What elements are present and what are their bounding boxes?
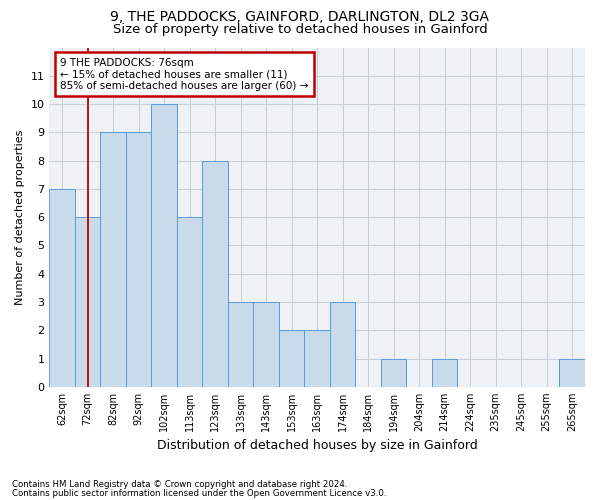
Bar: [177, 217, 202, 387]
Bar: [126, 132, 151, 387]
Bar: [151, 104, 177, 387]
Bar: [100, 132, 126, 387]
Bar: [381, 358, 406, 387]
Bar: [559, 358, 585, 387]
Text: 9 THE PADDOCKS: 76sqm
← 15% of detached houses are smaller (11)
85% of semi-deta: 9 THE PADDOCKS: 76sqm ← 15% of detached …: [60, 58, 308, 91]
Bar: [279, 330, 304, 387]
Bar: [253, 302, 279, 387]
Bar: [49, 189, 75, 387]
Bar: [75, 217, 100, 387]
Bar: [330, 302, 355, 387]
Text: Size of property relative to detached houses in Gainford: Size of property relative to detached ho…: [113, 22, 487, 36]
Text: 9, THE PADDOCKS, GAINFORD, DARLINGTON, DL2 3GA: 9, THE PADDOCKS, GAINFORD, DARLINGTON, D…: [110, 10, 490, 24]
Bar: [228, 302, 253, 387]
Text: Contains HM Land Registry data © Crown copyright and database right 2024.: Contains HM Land Registry data © Crown c…: [12, 480, 347, 489]
Text: Contains public sector information licensed under the Open Government Licence v3: Contains public sector information licen…: [12, 488, 386, 498]
Y-axis label: Number of detached properties: Number of detached properties: [15, 130, 25, 305]
X-axis label: Distribution of detached houses by size in Gainford: Distribution of detached houses by size …: [157, 440, 478, 452]
Bar: [202, 160, 228, 387]
Bar: [304, 330, 330, 387]
Bar: [432, 358, 457, 387]
